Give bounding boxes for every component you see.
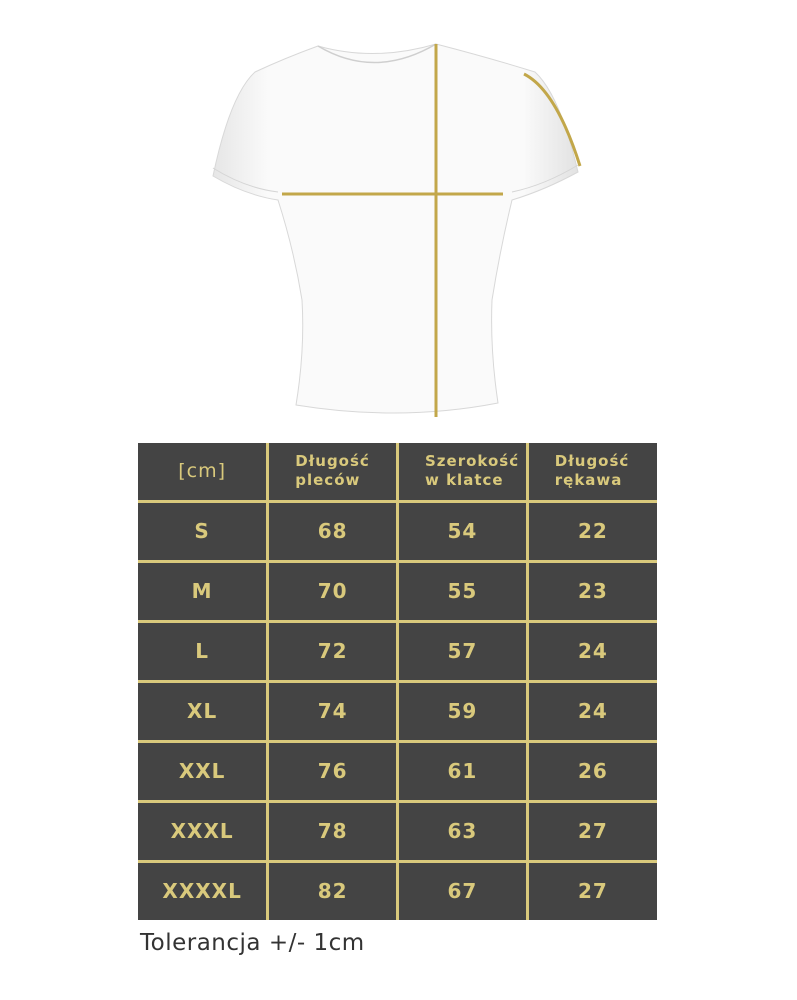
size-cell: XXL: [138, 739, 270, 803]
table-header-row: [cm] Długość pleców Szerokość w klatce Dłu…: [138, 443, 657, 502]
tshirt-illustration: [212, 43, 582, 417]
value-cell: 54: [396, 499, 529, 563]
table-row: XXXXL 82 67 27: [138, 859, 657, 920]
header-line: Długość: [554, 452, 630, 471]
value-cell: 59: [396, 679, 529, 743]
size-cell: M: [138, 559, 270, 623]
header-line: w klatce: [425, 471, 504, 490]
value-cell: 78: [266, 799, 399, 863]
size-cell: S: [138, 499, 270, 563]
table-row: XL 74 59 24: [138, 679, 657, 743]
value-cell: 26: [525, 739, 657, 803]
value-cell: 55: [396, 559, 529, 623]
sleeve-length-line: [523, 72, 582, 167]
value-cell: 61: [396, 739, 529, 803]
value-cell: 57: [396, 619, 529, 683]
tshirt-body: [212, 43, 579, 414]
value-cell: 23: [525, 559, 657, 623]
table-row: S 68 54 22: [138, 499, 657, 563]
table-row: XXL 76 61 26: [138, 739, 657, 803]
table-row: XXXL 78 63 27: [138, 799, 657, 863]
value-cell: 74: [266, 679, 399, 743]
value-cell: 68: [266, 499, 399, 563]
value-cell: 63: [396, 799, 529, 863]
unit-header: [cm]: [138, 443, 270, 502]
header-line: Długość: [295, 452, 370, 471]
table-row: M 70 55 23: [138, 559, 657, 623]
header-line: rękawa: [554, 471, 623, 490]
table-row: L 72 57 24: [138, 619, 657, 683]
tolerance-note: Tolerancja +/- 1cm: [140, 930, 365, 956]
header-line: Szerokość: [425, 452, 520, 471]
header-back-length: Długość pleców: [266, 443, 399, 502]
header-line: pleców: [295, 471, 361, 490]
value-cell: 82: [266, 859, 399, 920]
value-cell: 22: [525, 499, 657, 563]
header-sleeve-length: Długość rękawa: [525, 443, 657, 502]
value-cell: 27: [525, 799, 657, 863]
value-cell: 67: [396, 859, 529, 920]
size-table: [cm] Długość pleców Szerokość w klatce Dłu…: [138, 443, 657, 920]
header-chest-width: Szerokość w klatce: [396, 443, 529, 502]
size-cell: L: [138, 619, 270, 683]
size-cell: XXXXL: [138, 859, 270, 920]
value-cell: 76: [266, 739, 399, 803]
value-cell: 24: [525, 679, 657, 743]
value-cell: 72: [266, 619, 399, 683]
size-cell: XL: [138, 679, 270, 743]
value-cell: 24: [525, 619, 657, 683]
size-cell: XXXL: [138, 799, 270, 863]
value-cell: 27: [525, 859, 657, 920]
value-cell: 70: [266, 559, 399, 623]
